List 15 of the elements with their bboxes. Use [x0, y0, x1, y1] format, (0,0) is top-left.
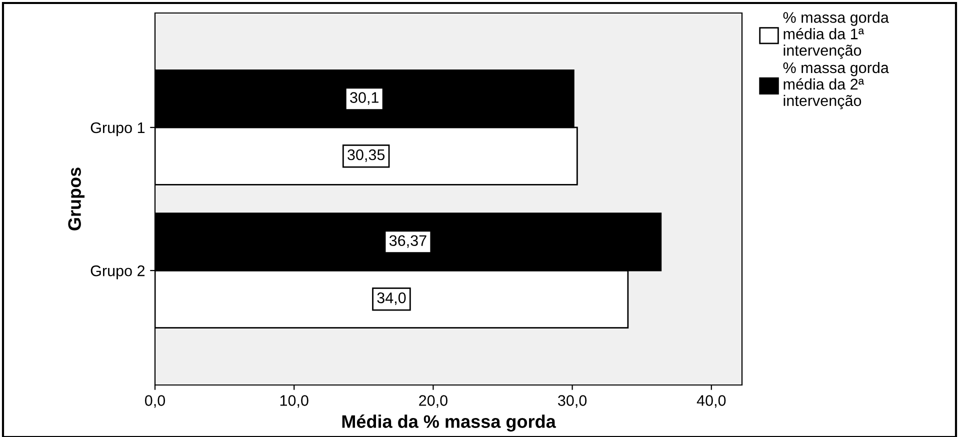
data-label: 34,0 — [377, 292, 406, 306]
legend-label: % massa gorda média da 1ª intervenção — [783, 12, 889, 59]
data-label: 30,35 — [348, 149, 385, 162]
x-tick-label: 10,0 — [280, 395, 308, 408]
data-label: 30,1 — [350, 92, 378, 105]
data-label: 36,37 — [389, 235, 426, 248]
legend-label: % massa gorda média da 2ª intervenção — [783, 62, 889, 110]
y-tick-label: Grupo 1 — [90, 122, 145, 136]
y-axis-title: Grupos — [68, 168, 85, 230]
x-tick-label: 0,0 — [144, 395, 166, 408]
x-tick-label: 30,0 — [558, 395, 587, 408]
x-tick-label: 20,0 — [419, 395, 448, 408]
x-axis-title: Média da % massa gorda — [342, 414, 556, 432]
y-tick-label: Grupo 2 — [90, 265, 145, 280]
x-tick-label: 40,0 — [696, 395, 726, 408]
